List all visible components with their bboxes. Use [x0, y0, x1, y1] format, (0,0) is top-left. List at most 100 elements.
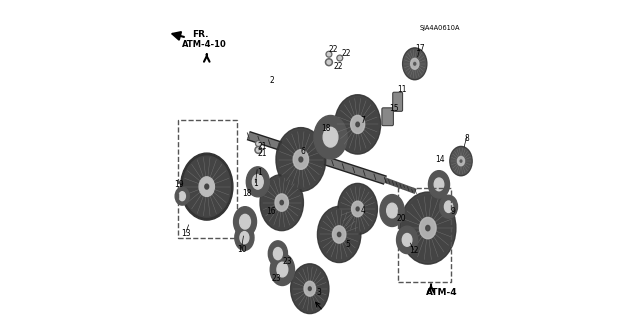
Ellipse shape	[260, 174, 303, 231]
Text: ATM-4-10: ATM-4-10	[182, 40, 227, 48]
Ellipse shape	[262, 177, 301, 228]
Ellipse shape	[276, 128, 326, 191]
Ellipse shape	[299, 157, 303, 162]
Text: 9: 9	[451, 207, 456, 216]
Text: 17: 17	[415, 44, 424, 53]
Text: 21: 21	[258, 142, 268, 151]
Bar	[178, 120, 237, 238]
Ellipse shape	[380, 195, 404, 226]
Ellipse shape	[280, 200, 284, 205]
Circle shape	[257, 142, 260, 145]
Text: 22: 22	[341, 49, 351, 58]
Ellipse shape	[335, 95, 381, 154]
Ellipse shape	[235, 225, 254, 250]
Ellipse shape	[404, 49, 426, 78]
Ellipse shape	[273, 248, 282, 260]
Ellipse shape	[337, 97, 378, 152]
Ellipse shape	[451, 148, 471, 174]
Text: 11: 11	[397, 85, 407, 94]
Ellipse shape	[450, 146, 472, 176]
Text: 20: 20	[397, 214, 406, 223]
Circle shape	[325, 59, 332, 66]
Ellipse shape	[397, 226, 418, 254]
Ellipse shape	[175, 187, 189, 205]
Ellipse shape	[411, 58, 419, 69]
Ellipse shape	[308, 287, 311, 291]
Ellipse shape	[317, 206, 361, 263]
Ellipse shape	[351, 201, 364, 217]
Ellipse shape	[332, 226, 346, 243]
Ellipse shape	[292, 266, 327, 311]
Text: 7: 7	[360, 116, 365, 125]
Ellipse shape	[458, 157, 465, 166]
FancyBboxPatch shape	[382, 108, 394, 126]
Ellipse shape	[323, 127, 338, 147]
Ellipse shape	[314, 115, 347, 159]
Ellipse shape	[239, 214, 250, 229]
Text: SJA4A0610A: SJA4A0610A	[419, 25, 460, 31]
Ellipse shape	[403, 234, 412, 246]
Text: 18: 18	[321, 124, 331, 133]
Ellipse shape	[268, 241, 287, 266]
Text: 21: 21	[258, 149, 268, 158]
Text: 2: 2	[269, 76, 274, 85]
Ellipse shape	[234, 207, 257, 237]
Circle shape	[257, 148, 260, 152]
Ellipse shape	[338, 183, 378, 234]
Circle shape	[337, 55, 342, 61]
Ellipse shape	[434, 178, 444, 191]
Text: 18: 18	[242, 189, 252, 198]
Text: 3: 3	[316, 288, 321, 297]
Text: FR.: FR.	[193, 30, 209, 39]
Text: 4: 4	[360, 206, 365, 215]
Ellipse shape	[387, 203, 397, 218]
Circle shape	[255, 141, 261, 146]
Text: 1: 1	[257, 168, 262, 177]
Ellipse shape	[319, 209, 359, 260]
Circle shape	[338, 56, 341, 60]
Text: 19: 19	[174, 180, 184, 189]
Ellipse shape	[246, 167, 269, 197]
Text: 22: 22	[328, 45, 338, 54]
Ellipse shape	[293, 150, 308, 169]
Ellipse shape	[400, 192, 456, 264]
Ellipse shape	[252, 174, 263, 189]
Ellipse shape	[205, 184, 209, 189]
Ellipse shape	[420, 218, 436, 239]
Text: 14: 14	[435, 155, 445, 164]
Ellipse shape	[460, 160, 462, 162]
Ellipse shape	[179, 192, 186, 201]
Text: 16: 16	[266, 207, 276, 216]
Text: 6: 6	[301, 147, 306, 156]
Ellipse shape	[403, 195, 453, 261]
Ellipse shape	[240, 232, 249, 244]
Ellipse shape	[183, 156, 230, 217]
Ellipse shape	[337, 232, 341, 237]
Circle shape	[327, 53, 330, 56]
Circle shape	[327, 60, 331, 64]
Circle shape	[326, 51, 332, 57]
Text: 8: 8	[465, 134, 469, 143]
Ellipse shape	[356, 122, 360, 127]
Ellipse shape	[428, 171, 449, 198]
Ellipse shape	[278, 130, 323, 189]
Text: 22: 22	[333, 62, 343, 71]
Text: ATM-4: ATM-4	[426, 288, 458, 297]
Text: 5: 5	[346, 241, 350, 249]
Text: 10: 10	[237, 245, 246, 254]
Ellipse shape	[291, 264, 329, 314]
Ellipse shape	[444, 201, 452, 212]
Text: 12: 12	[409, 246, 418, 255]
Ellipse shape	[426, 226, 430, 231]
Ellipse shape	[277, 262, 288, 277]
Ellipse shape	[356, 207, 359, 211]
Ellipse shape	[270, 254, 294, 286]
Ellipse shape	[304, 281, 316, 296]
Ellipse shape	[351, 115, 365, 133]
Ellipse shape	[340, 186, 376, 232]
Text: 23: 23	[271, 274, 281, 283]
Ellipse shape	[180, 153, 233, 220]
Ellipse shape	[413, 63, 416, 65]
Text: 23: 23	[282, 257, 292, 266]
Text: 15: 15	[389, 104, 399, 113]
